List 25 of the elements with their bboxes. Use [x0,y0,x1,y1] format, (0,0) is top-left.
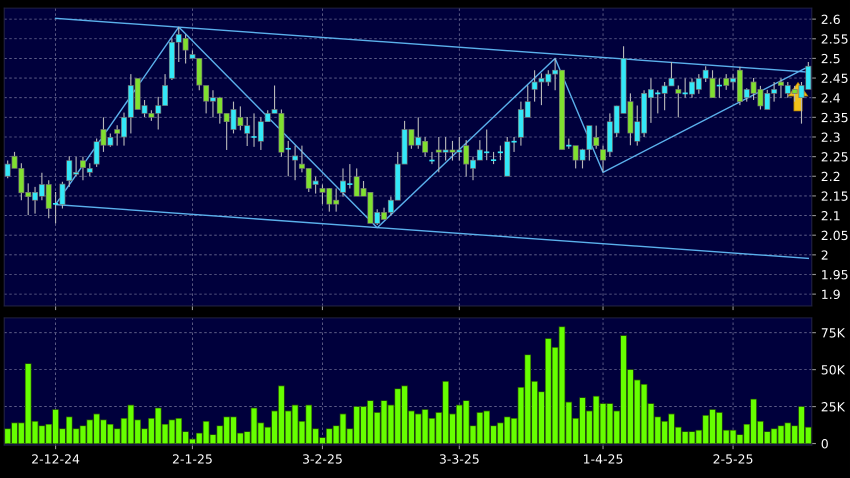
x-tick-label: 3-3-25 [440,454,479,464]
y-tick-label: 2.35 [822,112,848,122]
y-tick-label: 75K [822,328,846,338]
y-tick-label: 2.6 [822,14,840,24]
x-tick-label: 2-5-25 [714,454,752,464]
y-tick-label: 2.4 [822,93,840,102]
y-tick-label: 2 [822,250,828,260]
y-tick-label: 0 [822,439,828,448]
y-tick-label: 2.55 [822,34,848,44]
y-tick-label: 2.45 [822,74,848,83]
y-tick-label: 2.05 [822,230,848,240]
y-tick-label: 1.9 [822,290,840,300]
y-tick-label: 2.15 [822,191,848,201]
y-tick-label: 1.95 [822,270,848,280]
y-tick-label: 25K [822,402,846,412]
y-tick-label: 2.5 [822,54,840,64]
y-tick-label: 50K [822,365,846,375]
y-tick-label: 2.2 [822,172,840,182]
x-tick-label: 2-1-25 [172,454,212,464]
x-tick-label: 2-12-24 [32,454,80,464]
x-tick-label: 1-4-25 [584,454,622,464]
x-tick-label: 3-2-25 [302,454,342,464]
y-tick-label: 2.1 [822,211,840,220]
y-tick-label: 2.3 [822,132,840,142]
y-tick-label: 2.25 [822,152,848,162]
